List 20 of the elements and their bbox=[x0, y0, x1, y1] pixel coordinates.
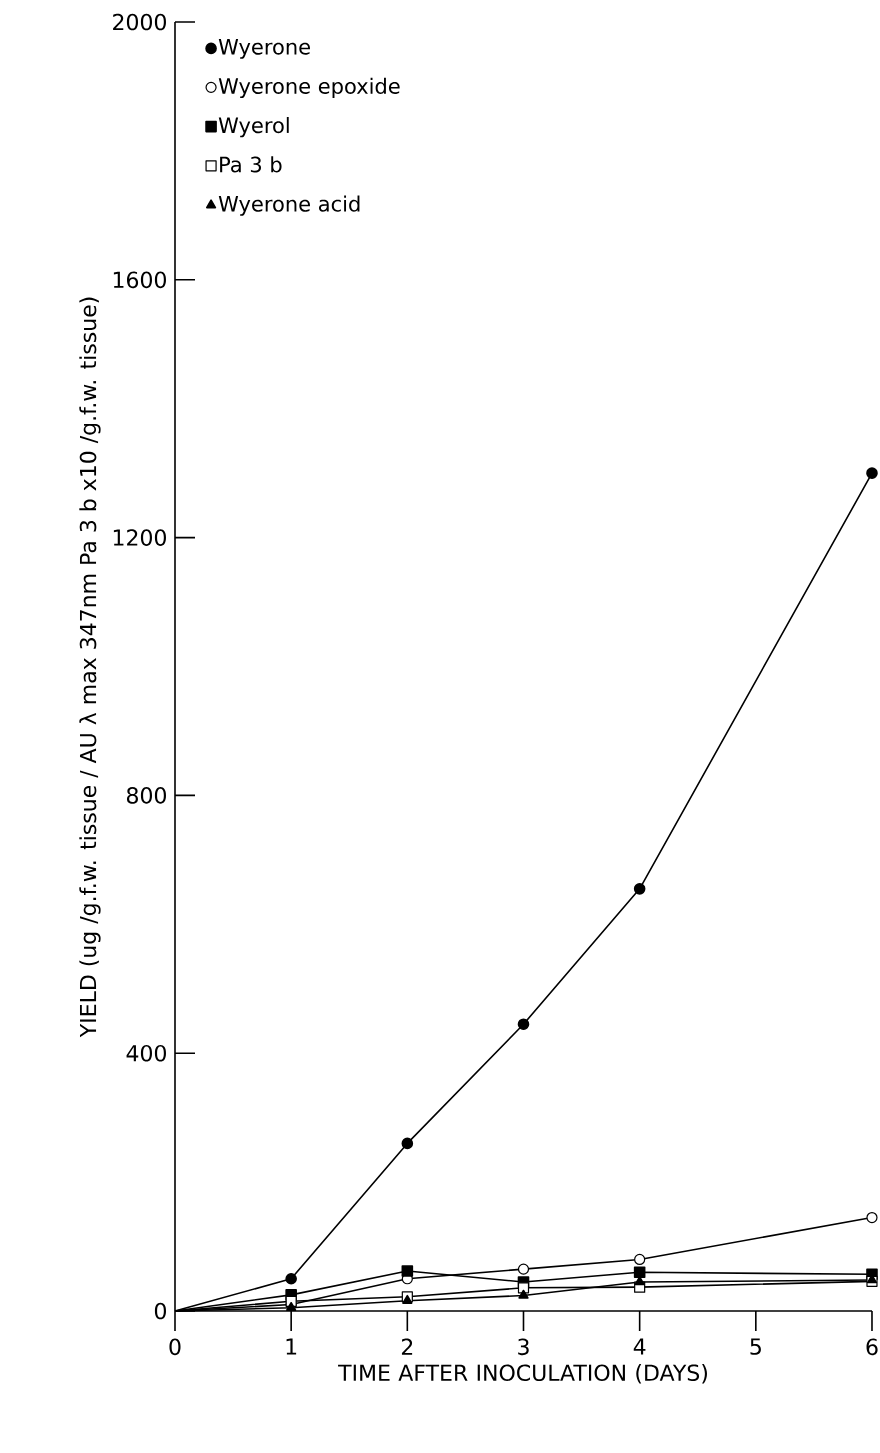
y-tick-label: 400 bbox=[126, 1044, 166, 1062]
x-tick-label: 1 bbox=[286, 1338, 297, 1355]
y-tick-label: 2000 bbox=[113, 13, 166, 31]
x-tick-label: 5 bbox=[750, 1338, 761, 1355]
legend-label: Wyerol bbox=[218, 116, 289, 138]
x-tick-label: 2 bbox=[401, 1338, 413, 1355]
x-axis-title: TIME AFTER INOCULATION (DAYS) bbox=[338, 1364, 707, 1384]
legend-label: Wyerone acid bbox=[218, 195, 360, 216]
x-tick-label: 6 bbox=[866, 1338, 878, 1356]
x-tick-label: 3 bbox=[518, 1338, 529, 1356]
y-tick-label: 0 bbox=[154, 1302, 166, 1320]
y-tick-label: 1600 bbox=[113, 271, 166, 289]
x-tick-label: 4 bbox=[633, 1338, 646, 1355]
legend-label: Pa 3 b bbox=[220, 156, 282, 173]
y-axis-title: YIELD (ug /g.f.w. tissue / AU λ max 347nm Pa 3 b x10 /g.f.w. tissue) bbox=[79, 297, 101, 1038]
y-tick-label: 1200 bbox=[113, 529, 166, 546]
y-tick-label: 800 bbox=[126, 787, 166, 804]
legend-label: Wyerone epoxide bbox=[218, 77, 400, 99]
legend-label: Wyerone bbox=[218, 39, 310, 59]
x-tick-label: 0 bbox=[169, 1338, 181, 1356]
